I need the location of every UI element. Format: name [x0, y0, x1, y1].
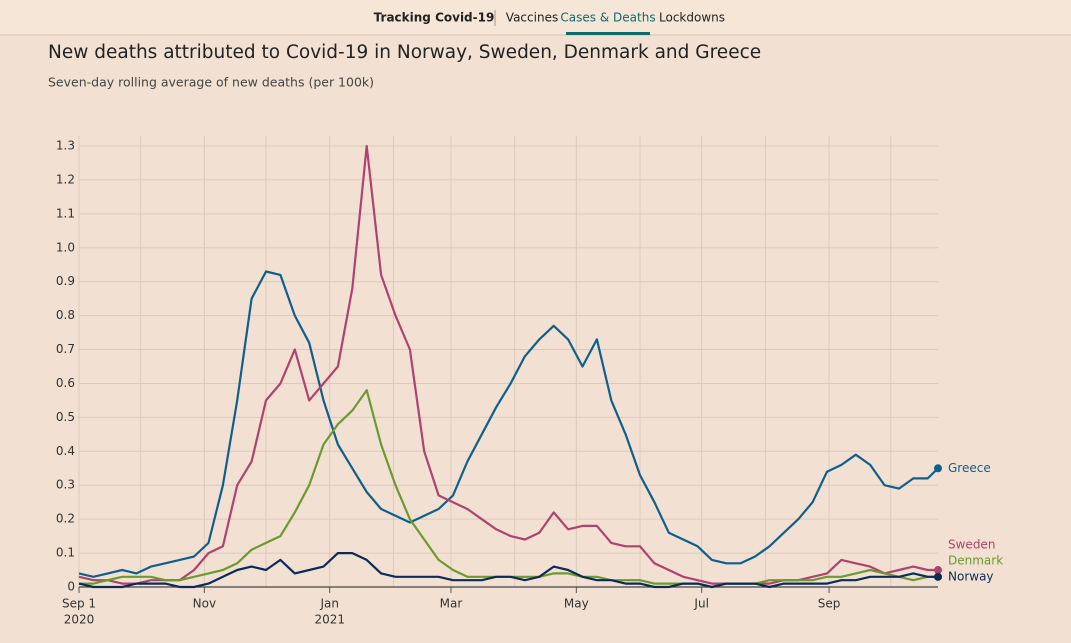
y-tick-label: 0.2	[56, 512, 75, 526]
y-tick-label: 0.4	[56, 444, 75, 458]
nav-item[interactable]: Cases & Deaths	[560, 11, 655, 25]
x-tick-label: Sep 1	[62, 597, 96, 611]
y-tick-label: 1.1	[56, 206, 75, 220]
x-tick-year: 2020	[64, 613, 95, 627]
series-line	[78, 270, 939, 578]
nav-item[interactable]: Vaccines	[506, 11, 558, 25]
series-line	[79, 389, 938, 589]
y-tick-label: 0.7	[56, 342, 75, 356]
nav-item[interactable]: Lockdowns	[659, 11, 725, 25]
series-line	[78, 144, 938, 585]
chart-subtitle: Seven-day rolling average of new deaths …	[48, 75, 374, 90]
y-tick-label: 0.8	[56, 308, 75, 322]
x-tick-label: May	[564, 597, 589, 611]
y-tick-label: 1.3	[56, 139, 75, 153]
y-tick-label: 1.2	[56, 172, 75, 186]
nav-bar	[0, 0, 1071, 35]
end-dot	[934, 464, 942, 473]
y-tick-label: 1.0	[56, 240, 75, 254]
series-line	[78, 552, 938, 589]
x-tick-label: Jul	[693, 597, 708, 611]
y-tick-label: 0.5	[56, 410, 75, 424]
y-tick-label: 0.1	[56, 546, 75, 560]
series-label: Greece	[948, 461, 991, 475]
x-tick-label: Nov	[193, 597, 216, 611]
y-tick-label: 0.9	[56, 274, 75, 288]
x-tick-label: Jan	[319, 597, 339, 611]
y-tick-label: 0	[67, 580, 75, 594]
x-tick-label: Mar	[440, 597, 463, 611]
nav-title[interactable]: Tracking Covid-19	[374, 11, 495, 25]
x-tick-year: 2021	[314, 613, 345, 627]
series-label: Norway	[948, 569, 994, 583]
y-tick-label: 0.3	[56, 478, 75, 492]
x-tick-label: Sep	[818, 597, 841, 611]
y-tick-label: 0.6	[56, 376, 75, 390]
series-label: Denmark	[948, 553, 1003, 567]
end-dot	[934, 572, 942, 581]
chart-title: New deaths attributed to Covid-19 in Nor…	[48, 42, 761, 63]
nav-active-underline	[566, 32, 650, 35]
end-dot	[934, 566, 942, 575]
series-label: Sweden	[948, 537, 995, 551]
